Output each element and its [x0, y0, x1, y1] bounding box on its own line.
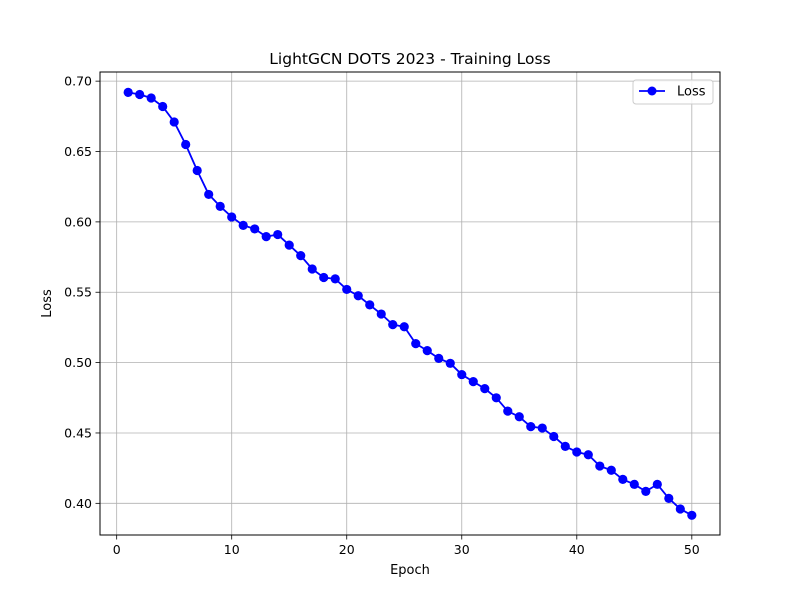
data-point	[411, 339, 421, 349]
legend-marker-swatch	[647, 86, 657, 96]
data-point	[158, 101, 168, 112]
data-point	[514, 412, 524, 422]
x-tick-label: 10	[224, 542, 240, 557]
data-point	[583, 450, 593, 460]
data-point	[480, 384, 490, 394]
y-tick-label: 0.45	[64, 425, 92, 440]
data-point	[204, 189, 214, 200]
x-tick-label: 20	[339, 542, 355, 557]
x-axis-label: Epoch	[390, 563, 430, 578]
data-point	[503, 406, 513, 416]
data-point	[296, 251, 306, 261]
data-point	[549, 431, 559, 442]
data-point	[422, 346, 432, 356]
data-point	[399, 322, 409, 332]
data-point	[388, 320, 398, 330]
data-point	[606, 465, 616, 475]
data-point	[238, 220, 248, 230]
data-point	[572, 447, 582, 457]
data-point	[445, 358, 455, 368]
data-point	[376, 309, 386, 319]
data-point	[273, 229, 283, 240]
data-point	[687, 510, 697, 520]
x-axis-ticks: 0 10 20 30 40 50	[113, 535, 700, 557]
data-point	[146, 93, 156, 103]
grid-lines	[100, 72, 720, 535]
data-point	[215, 201, 225, 211]
data-point	[227, 212, 237, 222]
data-point	[434, 353, 444, 363]
series-points	[123, 87, 697, 520]
data-point	[526, 422, 536, 432]
data-point	[319, 272, 329, 283]
y-tick-label: 0.40	[64, 496, 92, 511]
data-point	[468, 377, 478, 387]
y-tick-label: 0.55	[64, 285, 92, 300]
data-point	[307, 264, 317, 274]
legend-box	[632, 79, 714, 105]
data-point	[618, 474, 628, 485]
data-point	[135, 89, 145, 100]
data-point	[123, 87, 133, 98]
data-point	[560, 441, 570, 451]
y-tick-label: 0.70	[64, 74, 92, 89]
data-point	[652, 479, 662, 489]
data-point	[330, 274, 340, 284]
data-point	[284, 240, 294, 250]
data-point	[675, 504, 685, 514]
y-tick-label: 0.60	[64, 214, 92, 229]
y-axis-label: Loss	[40, 289, 55, 318]
data-point	[457, 369, 467, 380]
y-tick-label: 0.65	[64, 144, 92, 159]
data-point	[491, 393, 501, 403]
y-axis-ticks: 0.40 0.45 0.50 0.55 0.60 0.65 0.70	[64, 74, 100, 511]
data-point	[353, 291, 363, 301]
data-point	[537, 423, 547, 433]
data-point	[595, 461, 605, 471]
data-point	[250, 224, 260, 234]
data-point	[192, 165, 202, 176]
y-tick-label: 0.50	[64, 355, 92, 370]
x-tick-label: 30	[454, 542, 470, 557]
data-point	[641, 486, 651, 496]
legend-label-loss: Loss	[677, 85, 706, 100]
chart-title: LightGCN DOTS 2023 - Training Loss	[269, 50, 550, 68]
data-point	[261, 232, 271, 242]
data-point	[342, 284, 352, 295]
x-tick-label: 40	[569, 542, 585, 557]
data-point	[629, 479, 639, 489]
x-tick-label: 50	[684, 542, 700, 557]
data-point	[181, 139, 191, 150]
plot-frame	[99, 71, 721, 536]
x-tick-label: 0	[113, 542, 121, 557]
legend: Loss	[632, 79, 714, 105]
data-point	[664, 493, 674, 504]
data-point	[365, 300, 375, 310]
data-point	[169, 117, 179, 127]
